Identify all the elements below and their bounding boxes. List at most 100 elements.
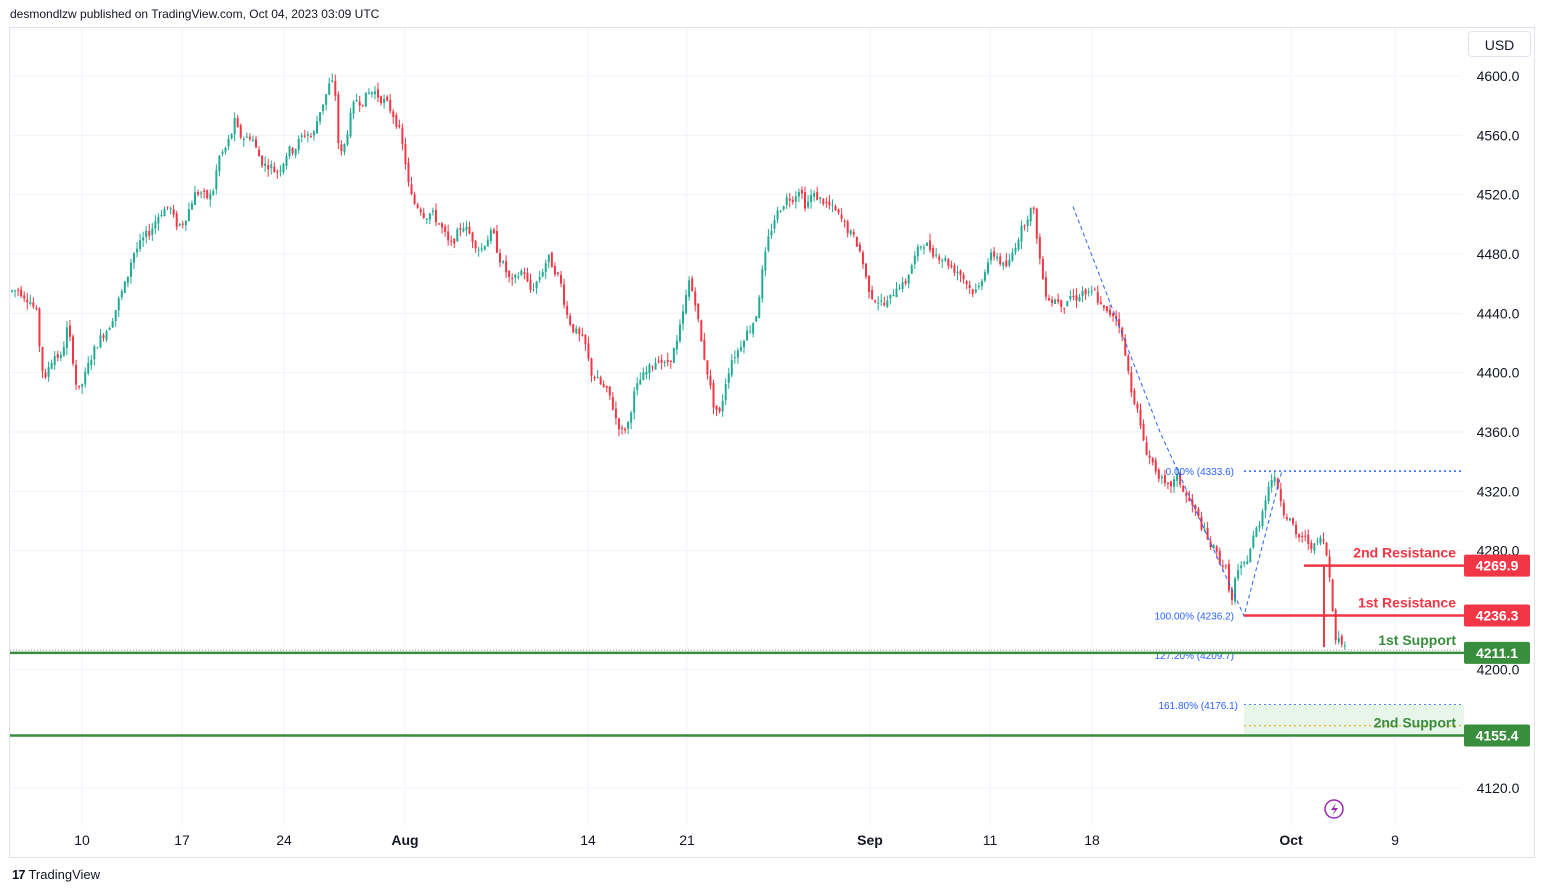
candle-body	[84, 371, 87, 385]
candle-body	[590, 358, 593, 376]
candle-body	[648, 364, 651, 374]
candle-body	[32, 302, 35, 307]
candle-body	[541, 271, 544, 277]
candle-body	[529, 279, 532, 290]
candle-body	[1063, 308, 1066, 310]
candle-body	[294, 149, 297, 156]
candle-body	[261, 155, 264, 166]
candle-body	[1261, 511, 1264, 526]
candle-body	[93, 346, 96, 360]
candles	[11, 73, 1346, 650]
candle-body	[194, 192, 196, 205]
candle-body	[306, 134, 309, 136]
candle-body	[410, 184, 413, 195]
y-tick-label: 4440.0	[1477, 305, 1520, 321]
candle-body	[901, 282, 904, 290]
candle-body	[453, 238, 456, 244]
candle-body	[904, 281, 907, 284]
candle-body	[816, 191, 819, 201]
candle-body	[1011, 252, 1014, 261]
candle-body	[337, 94, 340, 144]
candle-body	[1084, 289, 1087, 295]
currency-button[interactable]: USD	[1468, 31, 1531, 57]
candle-body	[1301, 535, 1304, 538]
candle-body	[316, 121, 318, 134]
candle-body	[373, 91, 376, 95]
candle-body	[78, 385, 81, 387]
candle-body	[520, 270, 523, 275]
candle-body	[858, 244, 861, 252]
candle-body	[831, 204, 834, 206]
candle-body	[38, 308, 41, 347]
time-axis[interactable]: 10 17 24 Aug 14 21 Sep 11 18 Oct 9	[74, 832, 1399, 848]
candle-body	[1054, 299, 1057, 304]
candle-body	[1328, 556, 1331, 578]
candle-body	[941, 260, 944, 262]
candle-body	[136, 248, 139, 253]
candle-body	[572, 324, 575, 333]
candle-body	[190, 203, 193, 210]
candle-body	[1206, 527, 1209, 540]
candle-body	[755, 316, 758, 322]
candle-body	[157, 216, 160, 224]
candle-body	[1029, 208, 1032, 222]
candle-body	[633, 391, 636, 413]
candle-body	[160, 214, 163, 216]
candle-body	[1182, 486, 1185, 492]
candle-body	[227, 138, 230, 147]
candle-body	[1014, 247, 1017, 253]
candle-body	[300, 135, 303, 138]
level-label: 1st Support	[1378, 632, 1456, 648]
candle-body	[721, 400, 724, 412]
candle-body	[1154, 460, 1157, 472]
candle-body	[499, 253, 501, 263]
x-tick-label: 21	[679, 832, 695, 848]
candle-body	[682, 311, 684, 324]
price-axis[interactable]: 4600.0 4560.0 4520.0 4480.0 4440.0 4400.0 4360…	[1464, 68, 1530, 796]
candle-body	[184, 220, 187, 226]
candle-body	[1118, 319, 1121, 327]
fib-label: 161.80% (4176.1)	[1158, 701, 1238, 712]
candle-body	[386, 96, 389, 101]
candle-body	[200, 192, 203, 194]
level-label: 2nd Support	[1374, 714, 1457, 730]
candle-body	[566, 305, 569, 315]
candle-body	[178, 223, 181, 226]
candle-body	[276, 171, 279, 173]
candle-body	[1081, 290, 1084, 296]
candle-body	[218, 155, 221, 172]
candle-body	[349, 112, 352, 137]
candle-body	[166, 206, 169, 208]
candle-body	[230, 133, 233, 139]
candle-body	[980, 280, 983, 287]
candle-body	[694, 291, 697, 306]
candle-body	[441, 223, 444, 228]
candle-body	[120, 290, 123, 298]
candle-body	[922, 247, 925, 249]
candle-body	[993, 251, 996, 257]
candle-body	[730, 360, 733, 376]
candle-body	[1157, 469, 1160, 479]
candle-body	[383, 98, 386, 104]
price-badge	[1464, 724, 1530, 747]
candle-body	[114, 310, 117, 322]
candle-body	[364, 92, 367, 107]
candle-body	[926, 242, 928, 246]
lightning-icon-glyph	[1331, 803, 1338, 816]
candle-body	[599, 377, 602, 385]
candle-body	[950, 265, 953, 267]
candle-body	[154, 221, 157, 229]
candle-body	[974, 289, 977, 293]
candle-body	[334, 81, 337, 96]
candle-body	[389, 99, 392, 111]
candle-body	[1160, 476, 1163, 479]
candle-body	[11, 290, 13, 292]
candle-body	[1203, 528, 1206, 530]
candle-body	[1234, 578, 1237, 602]
candle-body	[370, 92, 373, 94]
y-tick-label: 4520.0	[1477, 187, 1520, 203]
candle-body	[465, 226, 468, 231]
candle-body	[627, 422, 630, 429]
candle-body	[663, 362, 666, 364]
